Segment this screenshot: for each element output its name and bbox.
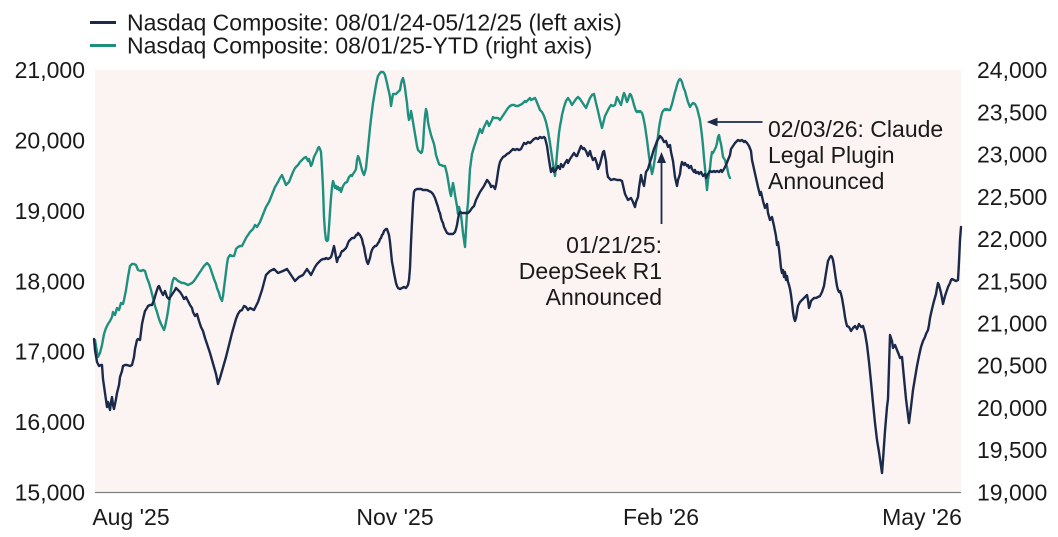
svg-text:Aug '25: Aug '25 (92, 504, 169, 530)
svg-text:20,500: 20,500 (977, 353, 1047, 379)
svg-text:Nasdaq Composite: 08/01/24-05/: Nasdaq Composite: 08/01/24-05/12/25 (lef… (127, 10, 622, 36)
svg-text:20,000: 20,000 (977, 395, 1047, 421)
svg-text:20,000: 20,000 (15, 128, 85, 154)
svg-text:May '26: May '26 (882, 504, 962, 530)
svg-text:21,000: 21,000 (15, 57, 85, 83)
svg-text:Feb '26: Feb '26 (623, 504, 699, 530)
svg-text:Nasdaq Composite: 08/01/25-YTD: Nasdaq Composite: 08/01/25-YTD (right ax… (127, 33, 592, 59)
svg-text:24,000: 24,000 (977, 57, 1047, 83)
svg-text:21,500: 21,500 (977, 268, 1047, 294)
svg-text:23,000: 23,000 (977, 142, 1047, 168)
svg-text:Nov '25: Nov '25 (356, 504, 433, 530)
svg-text:01/21/25:: 01/21/25: (566, 232, 662, 258)
svg-text:17,000: 17,000 (15, 339, 85, 365)
svg-text:21,000: 21,000 (977, 311, 1047, 337)
svg-text:16,000: 16,000 (15, 409, 85, 435)
svg-text:22,500: 22,500 (977, 184, 1047, 210)
svg-text:02/03/26: Claude: 02/03/26: Claude (768, 116, 943, 142)
svg-text:19,000: 19,000 (15, 198, 85, 224)
svg-text:Announced: Announced (768, 168, 884, 194)
svg-text:18,000: 18,000 (15, 268, 85, 294)
svg-text:15,000: 15,000 (15, 479, 85, 505)
svg-text:19,500: 19,500 (977, 437, 1047, 463)
svg-text:23,500: 23,500 (977, 99, 1047, 125)
svg-text:DeepSeek R1: DeepSeek R1 (519, 258, 662, 284)
svg-text:Announced: Announced (546, 284, 662, 310)
svg-text:Legal Plugin: Legal Plugin (768, 142, 895, 168)
svg-text:19,000: 19,000 (977, 479, 1047, 505)
svg-text:22,000: 22,000 (977, 226, 1047, 252)
